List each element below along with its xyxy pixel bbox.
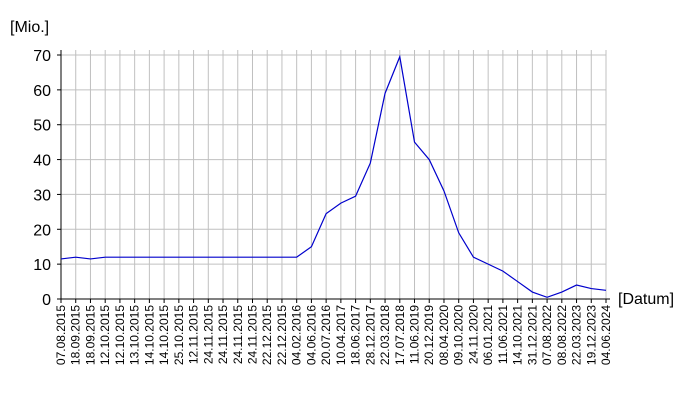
x-tick-label: 24.11.2020 <box>466 305 480 364</box>
x-tick-label: 19.12.2023 <box>584 305 598 365</box>
y-tick-label: 20 <box>33 222 51 239</box>
y-axis-label: [Mio.] <box>10 19 49 36</box>
y-tick-label: 30 <box>33 187 51 204</box>
x-tick-label: 12.11.2015 <box>187 305 201 364</box>
x-tick-label: 14.10.2015 <box>142 305 156 365</box>
x-tick-label: 22.03.2018 <box>378 305 392 365</box>
x-tick-label: 13.10.2015 <box>128 305 142 365</box>
y-tick-label: 10 <box>33 257 51 274</box>
x-tick-label: 24.11.2015 <box>231 305 245 364</box>
y-tick-label: 70 <box>33 48 51 65</box>
x-tick-label: 07.08.2015 <box>54 305 68 365</box>
x-tick-label: 17.07.2018 <box>393 305 407 365</box>
x-tick-label: 11.06.2021 <box>496 305 510 364</box>
y-tick-label: 50 <box>33 118 51 135</box>
x-tick-label: 22.12.2015 <box>275 305 289 365</box>
x-tick-label: 24.11.2015 <box>245 305 259 364</box>
x-tick-label: 12.10.2015 <box>113 305 127 365</box>
x-tick-label: 24.11.2015 <box>201 305 215 364</box>
x-tick-label: 31.12.2021 <box>525 305 539 365</box>
y-tick-label: 40 <box>33 153 51 170</box>
x-tick-label: 11.06.2019 <box>408 305 422 364</box>
x-tick-label: 10.04.2017 <box>334 305 348 365</box>
x-tick-label: 24.11.2015 <box>216 305 230 364</box>
x-axis-label: [Datum] <box>618 291 674 308</box>
x-tick-label: 20.12.2019 <box>422 305 436 365</box>
x-tick-label: 28.12.2017 <box>363 305 377 365</box>
x-tick-label: 06.01.2021 <box>481 305 495 365</box>
x-tick-label: 14.10.2021 <box>511 305 525 365</box>
x-tick-label: 14.10.2015 <box>157 305 171 365</box>
x-tick-label: 08.08.2022 <box>555 305 569 365</box>
x-tick-label: 12.10.2015 <box>98 305 112 365</box>
x-tick-label: 18.09.2015 <box>69 305 83 365</box>
x-tick-label: 25.10.2015 <box>172 305 186 365</box>
x-tick-label: 18.09.2015 <box>83 305 97 365</box>
data-line <box>60 54 607 298</box>
y-tick-label: 0 <box>42 292 51 309</box>
x-tick-label: 04.06.2024 <box>599 305 613 365</box>
x-tick-label: 04.02.2016 <box>290 305 304 365</box>
x-tick-label: 18.06.2017 <box>349 305 363 365</box>
x-tick-label: 22.12.2015 <box>260 305 274 365</box>
y-tick-label: 60 <box>33 83 51 100</box>
x-tick-label: 09.10.2020 <box>452 305 466 365</box>
x-tick-label: 07.08.2022 <box>540 305 554 365</box>
x-tick-label: 08.04.2020 <box>437 305 451 365</box>
x-tick-label: 04.06.2016 <box>304 305 318 365</box>
x-tick-label: 22.03.2023 <box>570 305 584 365</box>
x-tick-label: 20.07.2016 <box>319 305 333 365</box>
